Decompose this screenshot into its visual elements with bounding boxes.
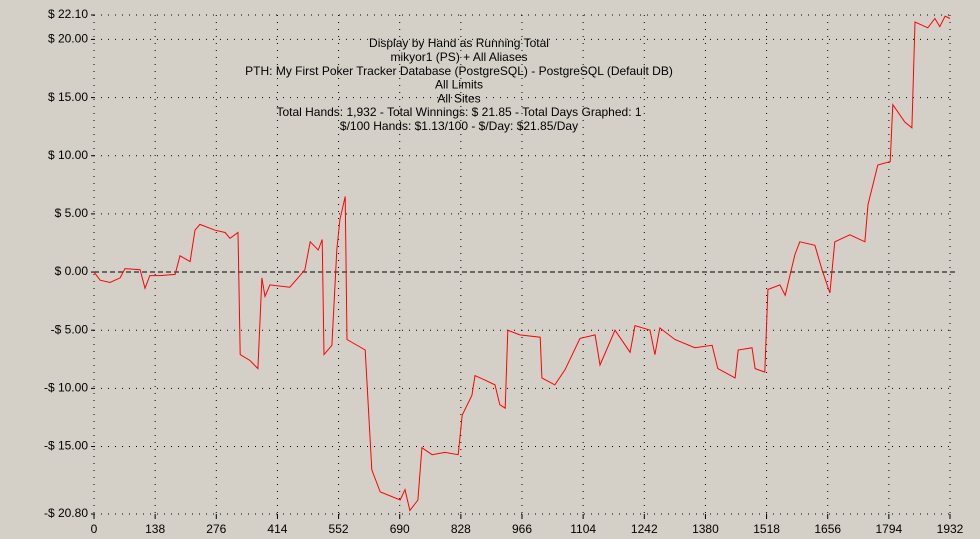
x-tick-label: 1794 [876,522,903,536]
x-tick-label: 828 [451,522,471,536]
y-tick-label: -$ 15.00 [44,439,88,453]
annotation: Total Hands: 1,932 - Total Winnings: $ 2… [276,105,641,119]
x-tick-label: 0 [91,522,98,536]
x-tick-label: 966 [512,522,532,536]
line-series [93,15,951,512]
x-tick-label: 1104 [570,522,596,536]
annotation: Display by Hand as Running Total [369,36,549,50]
annotation: mikyor1 (PS) + All Aliases [390,50,527,64]
annotation: All Limits [435,78,483,92]
y-tick-label: -$ 10.00 [44,381,88,395]
x-tick-label: 1518 [753,522,780,536]
y-tick-label: -$ 20.80 [44,506,88,520]
x-tick-label: 414 [267,522,287,536]
x-tick-label: 1242 [631,522,658,536]
annotation: All Sites [437,91,480,105]
x-tick-label: 1932 [937,522,964,536]
x-tick-label: 138 [145,522,165,536]
y-tick-label: $ 22.10 [48,7,88,21]
x-tick-label: 690 [390,522,410,536]
y-tick-label: $ 15.00 [48,90,88,104]
y-tick-label: $ 10.00 [48,148,88,162]
x-tick-label: 1380 [692,522,719,536]
y-tick-label: -$ 5.00 [51,322,89,336]
x-tick-label: 1656 [814,522,841,536]
x-tick-label: 276 [206,522,226,536]
annotation: PTH: My First Poker Tracker Database (Po… [245,64,673,78]
x-tick-label: 552 [329,522,349,536]
y-tick-label: $ 5.00 [55,206,89,220]
annotation: $/100 Hands: $1.13/100 - $/Day: $21.85/D… [340,119,578,133]
y-tick-label: $ 20.00 [48,32,88,46]
y-tick-label: $ 0.00 [55,264,89,278]
